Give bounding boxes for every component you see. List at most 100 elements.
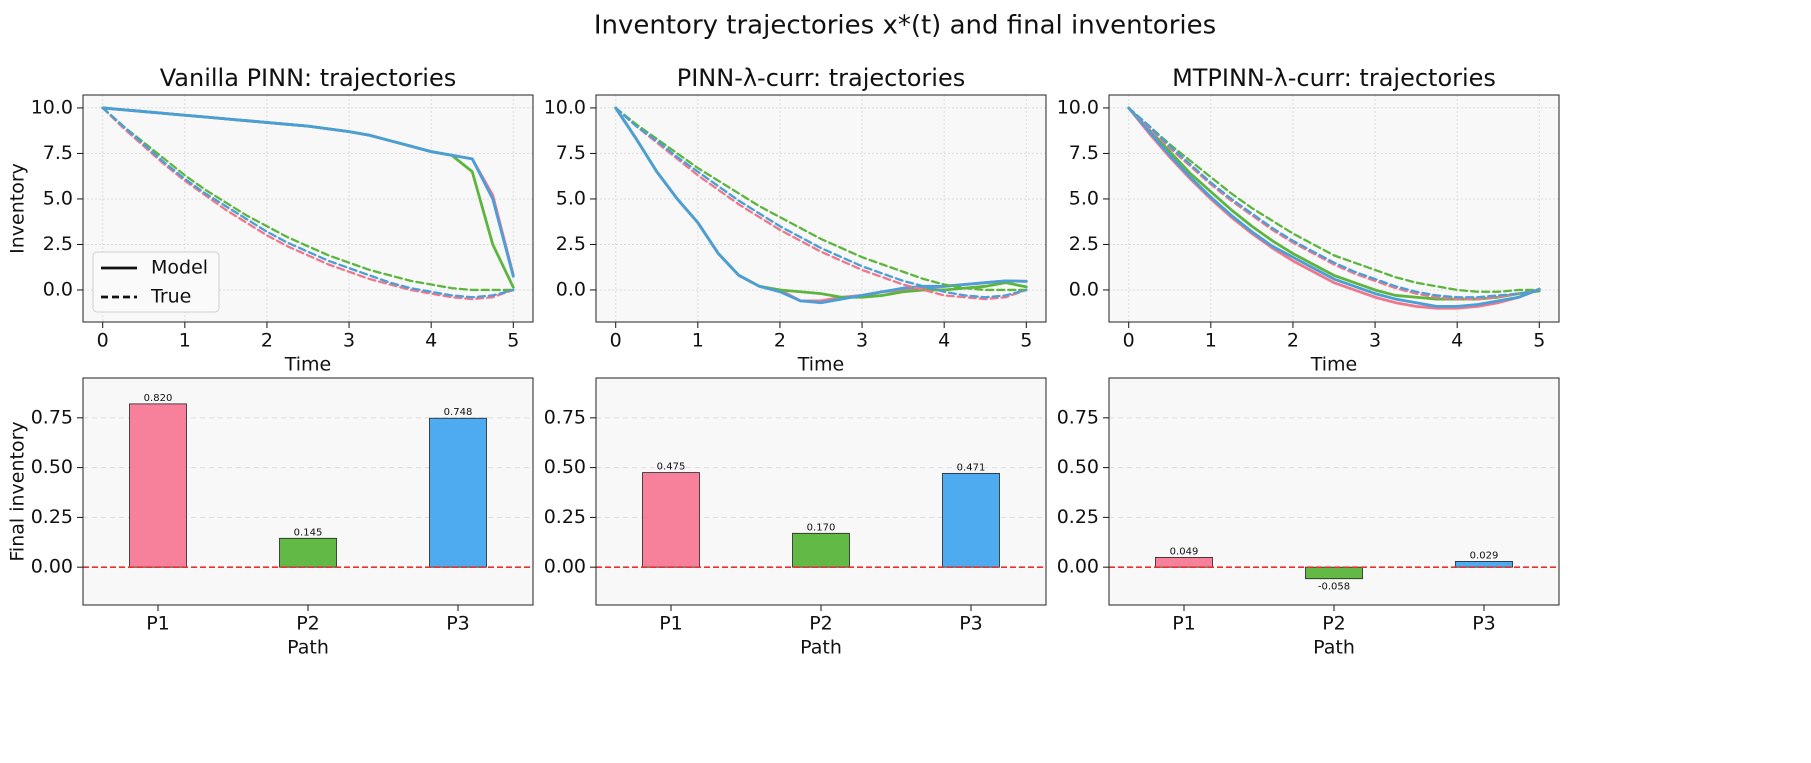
x-axis-label: Path [1313,637,1355,659]
x-tick-label: 1 [179,330,191,352]
x-tick-label: 3 [1369,330,1381,352]
x-tick-label: P1 [1172,613,1196,635]
x-axis-label: Path [287,637,329,659]
y-tick-label: 10.0 [1057,96,1099,118]
y-tick-label: 0.00 [1057,556,1099,578]
y-tick-label: 10.0 [544,96,586,118]
bar-value-label: 0.049 [1170,546,1199,557]
x-tick-label: 5 [1533,330,1545,352]
bar-value-label: 0.029 [1470,550,1499,561]
line-series [1127,106,1541,293]
x-tick-label: 1 [1205,330,1217,352]
x-tick-label: P2 [1322,613,1346,635]
x-tick-label: P3 [959,613,983,635]
y-tick-label: 2.5 [556,233,586,255]
y-axis-label: Inventory [7,163,29,254]
y-tick-label: 0.75 [544,406,586,428]
y-tick-label: 10.0 [31,96,73,118]
bar-value-label: 0.820 [144,393,173,404]
x-tick-label: P3 [1472,613,1496,635]
plot-frame [1108,94,1560,323]
plot-frame [82,377,534,606]
bar-value-label: 0.748 [444,407,473,418]
legend-label: Model [151,257,208,279]
bar [942,472,1000,568]
y-tick-label: 0.25 [1057,506,1099,528]
bar [429,417,487,568]
line-series [614,106,1028,292]
y-tick-label: 0.75 [31,406,73,428]
subplot-title: Vanilla PINN: trajectories [160,64,457,92]
y-tick-label: 0.75 [1057,406,1099,428]
bar-value-label: 0.170 [807,522,836,533]
x-axis-label: Time [1310,354,1358,376]
x-tick-label: P2 [296,613,320,635]
y-axis-label: Final inventory [7,421,29,561]
x-tick-label: 2 [1287,330,1299,352]
line-series [101,106,515,278]
y-tick-label: 2.5 [43,233,73,255]
bar [642,472,700,568]
plot-frame [595,377,1047,606]
y-tick-label: 7.5 [556,142,586,164]
plot-area [1109,95,1559,322]
line-series [614,106,1028,301]
bar [792,532,850,568]
y-tick-label: 0.0 [1069,278,1099,300]
x-tick-label: 4 [1451,330,1463,352]
y-tick-label: 0.00 [544,556,586,578]
y-tick-label: 0.0 [556,278,586,300]
bar-value-label: 0.145 [294,527,323,538]
line-series [1127,106,1541,299]
line-series [614,106,1028,299]
y-tick-label: 2.5 [1069,233,1099,255]
y-tick-label: 0.0 [43,278,73,300]
x-tick-label: 0 [1123,330,1135,352]
x-tick-label: 4 [425,330,437,352]
subplot-title: MTPINN-λ-curr: trajectories [1172,64,1496,92]
y-tick-label: 0.50 [31,456,73,478]
x-tick-label: 3 [856,330,868,352]
plot-frame [1108,377,1560,606]
bar [279,537,337,568]
x-tick-label: 4 [938,330,950,352]
line-series [101,106,515,299]
line-series [614,106,1028,305]
x-tick-label: 2 [261,330,273,352]
y-tick-label: 0.25 [31,506,73,528]
x-tick-label: 0 [610,330,622,352]
y-tick-label: 0.50 [1057,456,1099,478]
line-series [1127,106,1541,308]
line-series [101,106,515,301]
x-axis-label: Path [800,637,842,659]
y-tick-label: 0.00 [31,556,73,578]
bar [129,403,187,568]
bar-value-label: 0.471 [957,462,986,473]
y-tick-label: 7.5 [43,142,73,164]
y-tick-label: 5.0 [556,187,586,209]
x-tick-label: P1 [659,613,683,635]
bar [1305,566,1363,580]
x-tick-label: 5 [507,330,519,352]
plot-frame [82,94,534,323]
x-tick-label: P3 [446,613,470,635]
x-axis-label: Time [284,354,332,376]
legend-label: True [150,286,191,308]
x-tick-label: 0 [97,330,109,352]
y-tick-label: 0.50 [544,456,586,478]
x-axis-label: Time [797,354,845,376]
bar-value-label: 0.475 [657,462,686,473]
line-series [101,106,515,292]
x-tick-label: 1 [692,330,704,352]
y-tick-label: 7.5 [1069,142,1099,164]
x-tick-label: 2 [774,330,786,352]
x-tick-label: P1 [146,613,170,635]
bar [1155,557,1213,568]
x-tick-label: P2 [809,613,833,635]
y-tick-label: 5.0 [43,187,73,209]
subplot-title: PINN-λ-curr: trajectories [677,64,966,92]
bar [1455,560,1513,568]
y-tick-label: 0.25 [544,506,586,528]
line-series [1127,106,1541,301]
